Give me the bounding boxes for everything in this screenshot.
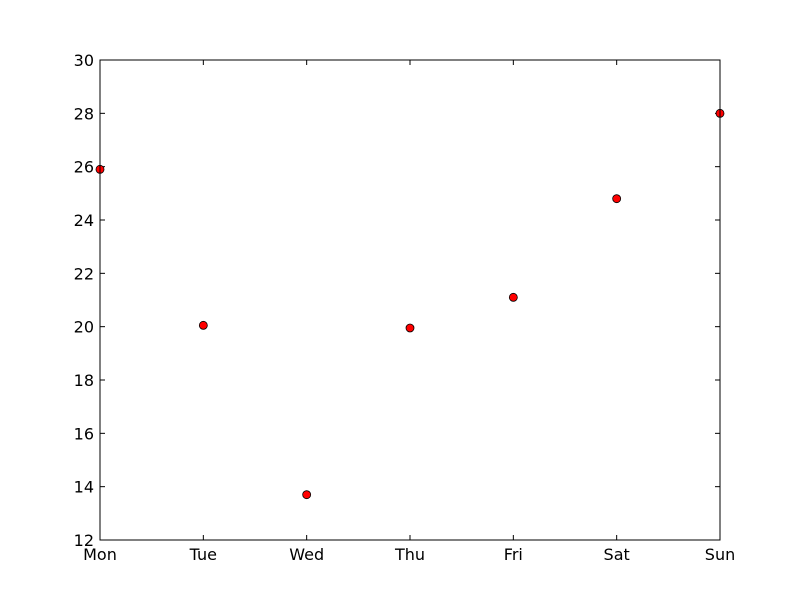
y-tick-label: 22 xyxy=(74,264,94,283)
data-point xyxy=(508,292,518,302)
y-tick-label: 18 xyxy=(74,371,94,390)
plot-frame xyxy=(99,59,721,541)
y-tick-label: 30 xyxy=(74,51,94,70)
x-tick-label: Tue xyxy=(189,545,217,564)
y-tick-label: 20 xyxy=(74,318,94,337)
x-tick-label: Wed xyxy=(289,545,324,564)
data-point xyxy=(302,490,312,500)
y-tick-label: 26 xyxy=(74,158,94,177)
y-tick-label: 24 xyxy=(74,211,94,230)
y-tick-label: 14 xyxy=(74,478,94,497)
x-tick-label: Sat xyxy=(604,545,630,564)
data-point xyxy=(612,194,622,204)
y-tick-label: 28 xyxy=(74,104,94,123)
y-tick-labels: 12 14 16 18 20 22 24 26 28 30 xyxy=(74,51,94,550)
y-tick-label: 12 xyxy=(74,531,94,550)
plot-area xyxy=(100,60,720,540)
x-tick-label: Fri xyxy=(504,545,523,564)
x-tick-label: Sun xyxy=(705,545,735,564)
x-tick-label: Thu xyxy=(394,545,425,564)
x-tick-label: Mon xyxy=(83,545,117,564)
data-point xyxy=(198,320,208,330)
data-point xyxy=(405,323,415,333)
y-tick-label: 16 xyxy=(74,424,94,443)
x-tick-labels: Mon Tue Wed Thu Fri Sat Sun xyxy=(83,545,735,564)
